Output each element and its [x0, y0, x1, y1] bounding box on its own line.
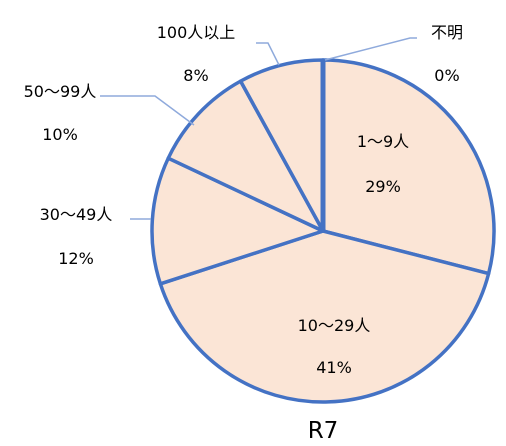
pie-slice-30-49	[150, 156, 325, 286]
leader-line-50-99	[100, 95, 195, 126]
slice-value-100plus: 8%	[183, 66, 208, 85]
pie-slice-50-99	[166, 79, 325, 233]
leader-lines	[100, 37, 417, 220]
slice-value-1-9: 29%	[365, 177, 401, 196]
pie-slice-10-29	[158, 229, 491, 404]
chart-title: R7	[308, 418, 339, 444]
slice-label-10-29: 10～29人	[298, 316, 371, 335]
slice-label-50-99: 50～99人	[24, 82, 97, 101]
leader-line-100plus	[256, 42, 280, 66]
slice-label-1-9: 1～9人	[357, 132, 409, 151]
slice-value-50-99: 10%	[42, 125, 78, 144]
slice-label-30-49: 30～49人	[40, 205, 113, 224]
pie-slice-1-9	[321, 58, 496, 276]
slice-value-unknown: 0%	[434, 66, 459, 85]
slice-label-100plus: 100人以上	[157, 23, 236, 42]
leader-line-unknown	[324, 37, 417, 61]
slice-label-unknown: 不明	[431, 23, 463, 42]
slice-value-10-29: 41%	[316, 358, 352, 377]
slice-value-30-49: 12%	[58, 249, 94, 268]
pie-slices	[150, 58, 496, 404]
